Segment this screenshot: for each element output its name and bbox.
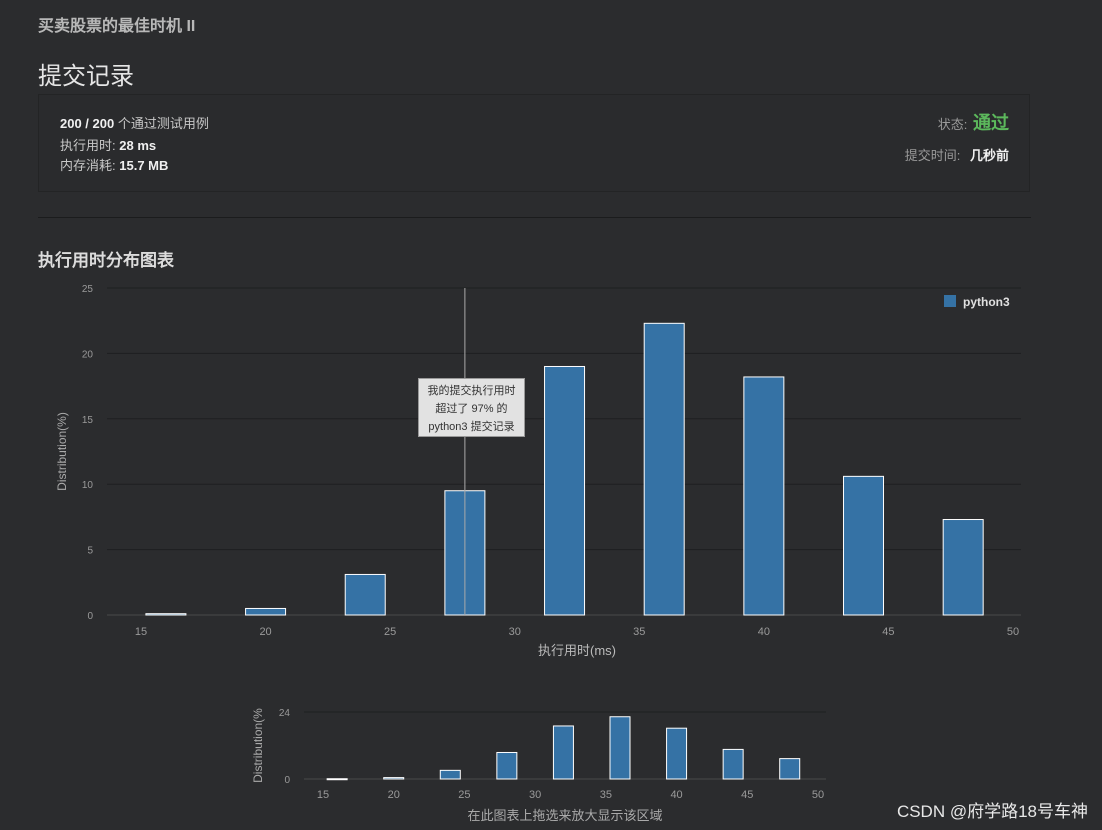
test-cases-stat: 200 / 200 个通过测试用例 [60,113,209,132]
legend-swatch [944,295,956,307]
main-x-tick-label: 20 [259,626,271,638]
main-x-tick-label: 40 [758,626,770,638]
overview-y-tick-label: 0 [284,775,290,786]
overview-hint: 在此图表上拖选来放大显示该区域 [467,808,662,823]
main-y-tick-label: 5 [87,546,93,557]
overview-x-tick-label: 45 [741,789,753,801]
submit-time-value: 几秒前 [969,148,1009,163]
submit-time-label: 提交时间: [904,148,961,163]
watermark: CSDN @府学路18号车神 [896,802,1088,821]
submission-summary-card: 200 / 200 个通过测试用例 执行用时: 28 ms 内存消耗: 15.7… [38,94,1030,192]
divider [38,217,1031,218]
main-y-tick-label: 15 [82,415,94,426]
main-bar [643,322,685,616]
main-bar [444,490,486,616]
status-badge: 通过 [973,113,1009,133]
runtime-value: 28 ms [119,138,157,153]
main-bar [145,613,187,616]
memory-label: 内存消耗: [60,158,116,173]
main-y-tick-label: 0 [87,611,93,622]
main-x-tick-label: 35 [633,626,645,638]
overview-x-tick-label: 35 [600,789,612,801]
main-y-tick-label: 10 [82,480,94,491]
overview-x-tick-label: 40 [670,789,682,801]
overview-x-tick-label: 15 [317,789,329,801]
overview-bar [722,748,744,780]
tooltip-line-1: 我的提交执行用时 [427,385,516,397]
overview-x-tick-label: 25 [458,789,470,801]
memory-value: 15.7 MB [119,158,169,173]
main-x-tick-label: 30 [509,626,521,638]
overview-y-axis-label: Distribution(% [251,708,265,783]
status-label: 状态: [937,117,968,132]
main-bar [843,475,885,616]
overview-x-tick-label: 30 [529,789,541,801]
status-row: 状态: 通过 [938,109,1009,135]
main-x-tick-label: 15 [135,626,147,638]
main-y-axis-label: Distribution(%) [55,412,69,491]
main-x-axis-label: 执行用时(ms) [538,643,616,658]
main-bar [245,607,287,616]
tooltip-line-3: python3 提交记录 [428,421,515,433]
test-cases-passed: 200 / 200 [60,116,115,131]
overview-y-tick-label: 24 [279,708,291,719]
page-title: 提交记录 [38,63,134,90]
test-cases-suffix: 个通过测试用例 [117,116,209,131]
memory-stat: 内存消耗: 15.7 MB [60,155,168,174]
main-x-tick-label: 50 [1007,626,1019,638]
runtime-stat: 执行用时: 28 ms [60,135,156,154]
main-y-tick-label: 25 [82,284,94,295]
runtime-tooltip: 我的提交执行用时 超过了 97% 的 python3 提交记录 [418,378,525,437]
overview-bar [552,725,574,780]
overview-bar [496,751,518,780]
main-bar [942,519,984,616]
overview-x-tick-label: 20 [388,789,400,801]
tooltip-line-2: 超过了 97% 的 [435,403,508,415]
problem-title[interactable]: 买卖股票的最佳时机 II [38,18,196,35]
main-x-tick-label: 25 [384,626,396,638]
runtime-label: 执行用时: [60,138,116,153]
submit-time-row: 提交时间: 几秒前 [905,145,1009,164]
overview-bar [383,777,405,780]
main-y-tick-label: 20 [82,349,94,360]
overview-x-tick-label: 50 [812,789,824,801]
chart-section-title: 执行用时分布图表 [38,251,174,270]
overview-bar [609,716,631,780]
overview-bar [439,769,461,780]
main-bar [743,376,785,616]
overview-bar [326,778,348,781]
overview-bar [779,758,801,780]
main-bar [544,365,586,616]
legend-label: python3 [963,295,1010,309]
main-x-tick-label: 45 [882,626,894,638]
main-bar [344,573,386,616]
overview-bar [666,727,688,780]
